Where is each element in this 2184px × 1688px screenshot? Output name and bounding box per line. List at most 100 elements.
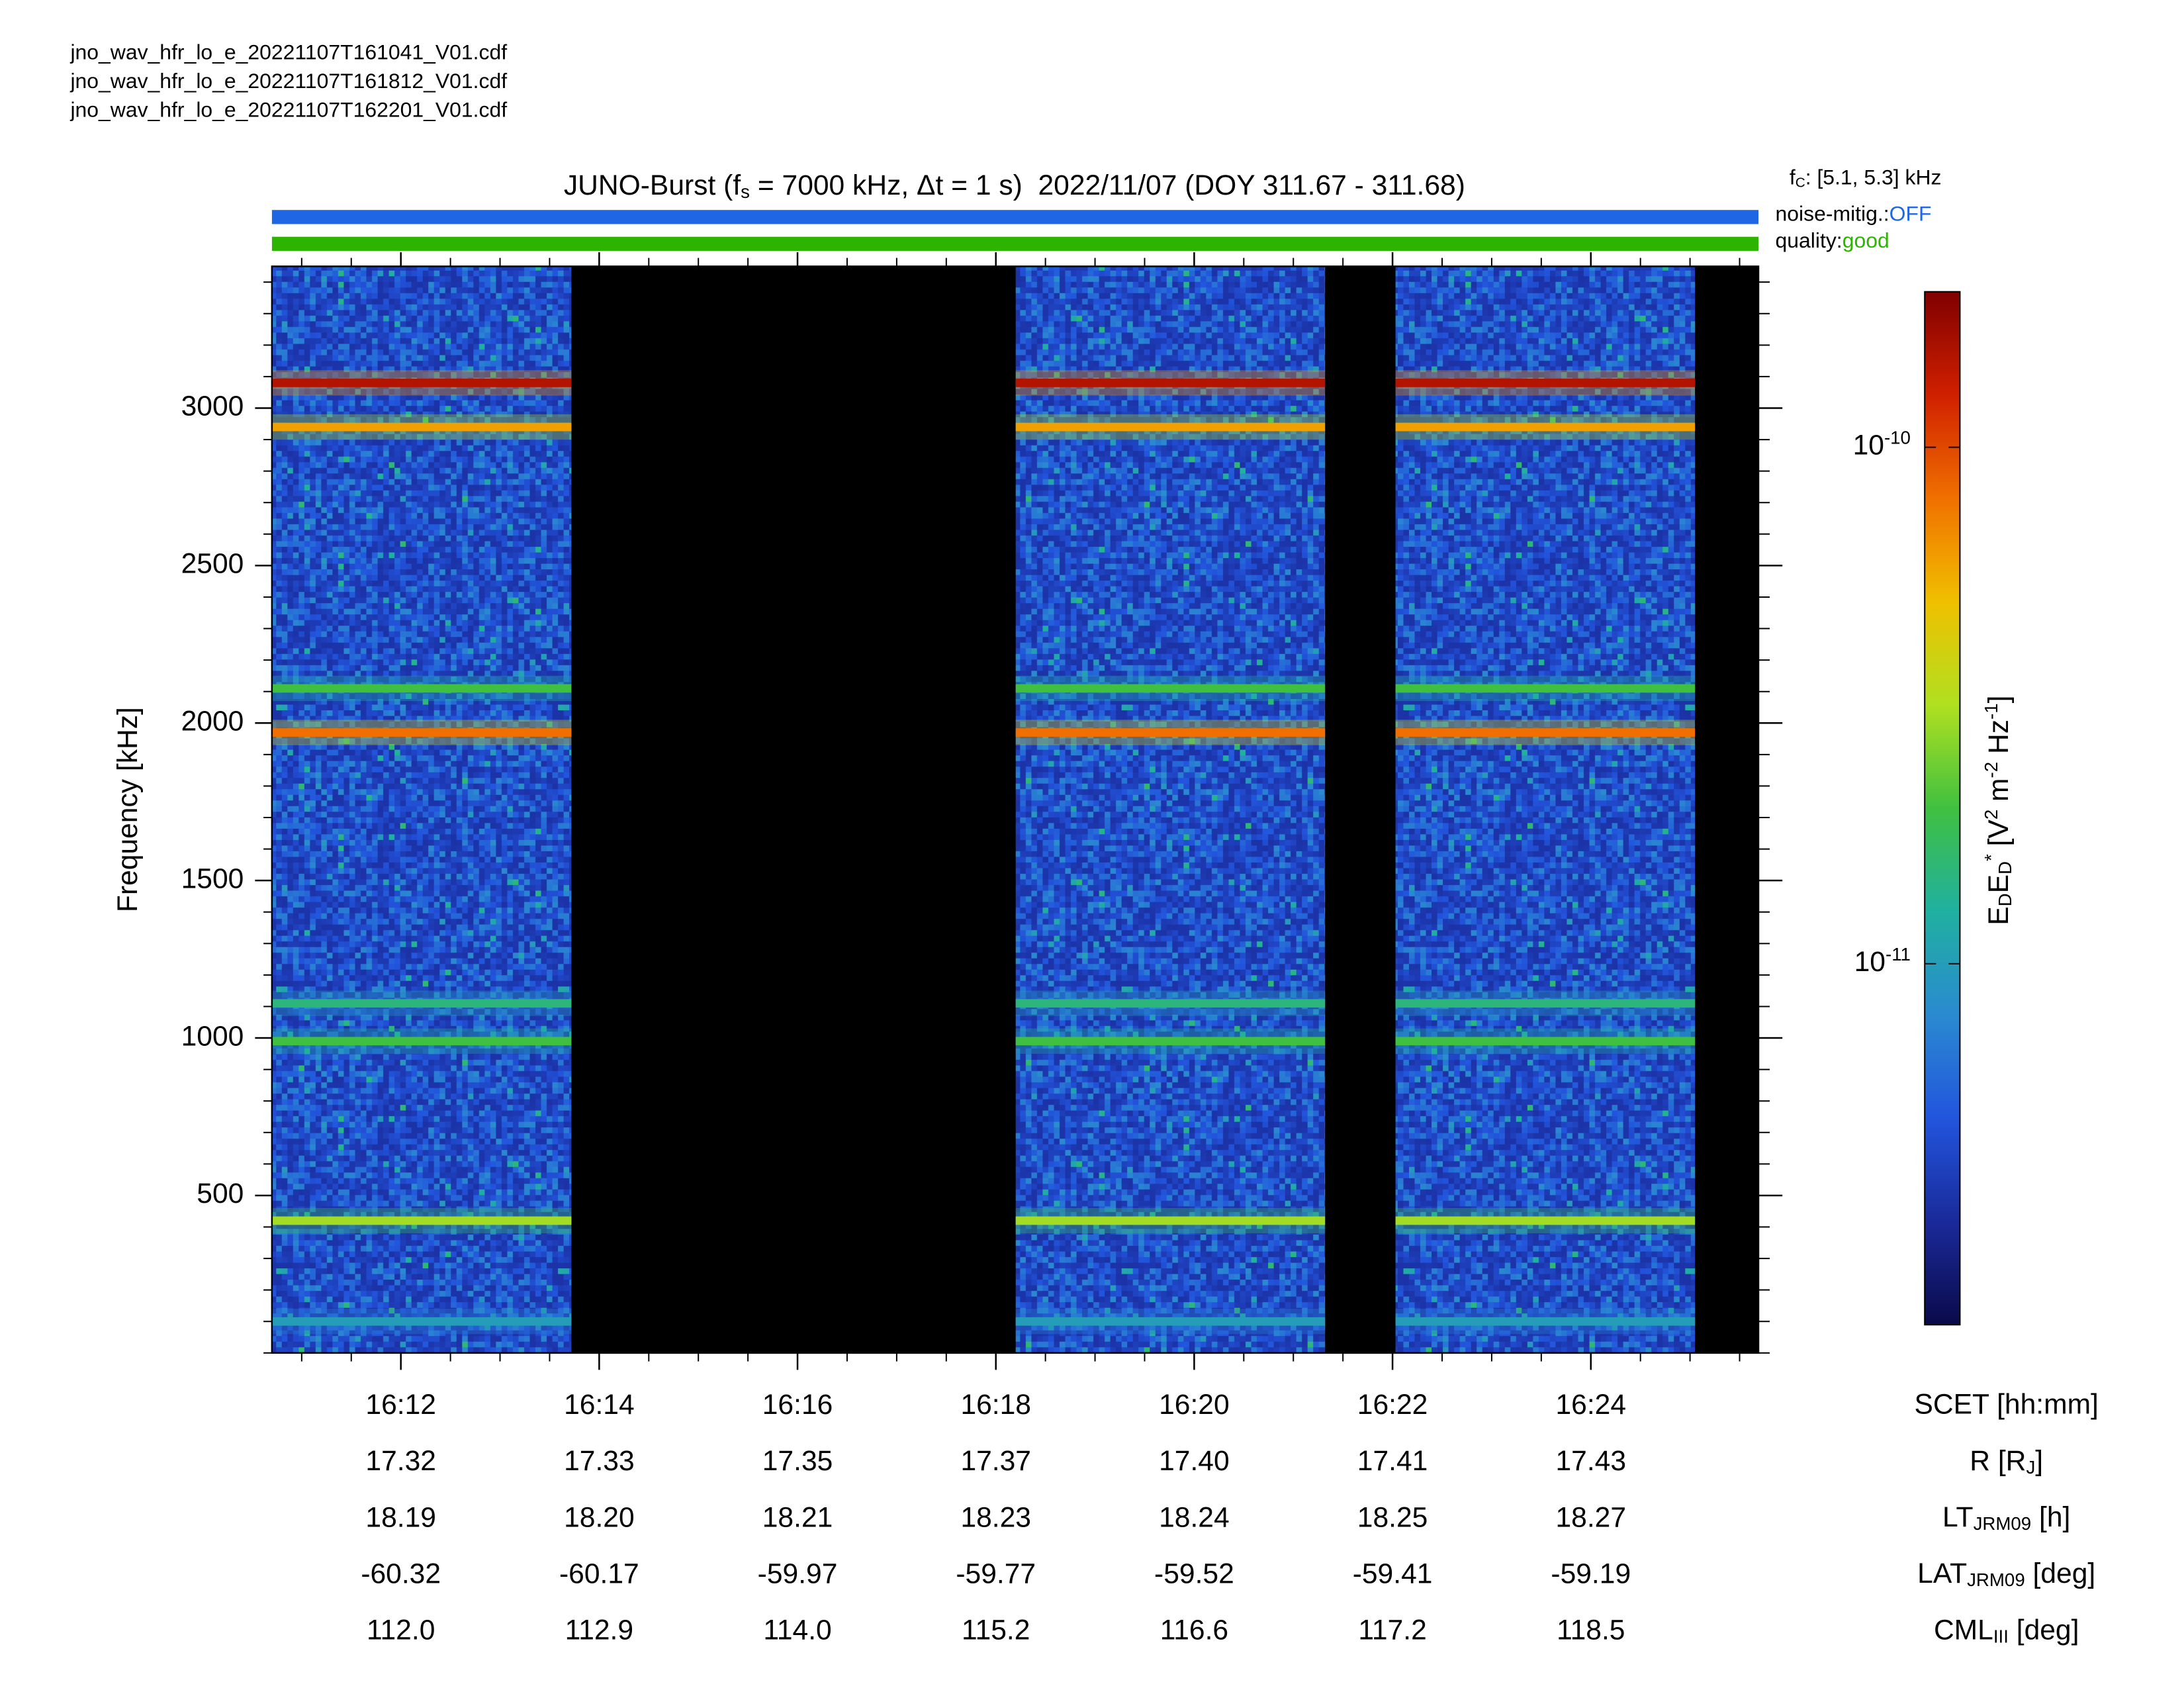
colorbar-tick-exponent: -11 bbox=[1886, 944, 1911, 964]
row-label: CMLIII [deg] bbox=[1934, 1615, 2079, 1646]
emission-band bbox=[272, 1217, 572, 1225]
noise-mitig: noise-mitig.:OFF bbox=[1776, 202, 1932, 226]
ephemeris-value: -59.97 bbox=[758, 1558, 838, 1589]
row-label: R [RJ] bbox=[1970, 1445, 2043, 1477]
colorbar-label-part: Hz bbox=[1983, 720, 2015, 762]
chart-title-part: JUNO-Burst (f bbox=[564, 169, 741, 201]
x-tick-label: 16:20 bbox=[1159, 1389, 1230, 1421]
ephemeris-value: 18.23 bbox=[960, 1501, 1031, 1533]
quality-part: good bbox=[1843, 229, 1889, 253]
ephemeris-value: 18.20 bbox=[564, 1501, 635, 1533]
emission-band bbox=[1016, 1037, 1325, 1045]
colorbar-tick-label: 10-11 bbox=[1854, 944, 1911, 978]
colorbar-tick-base: 10 bbox=[1853, 430, 1884, 461]
colorbar-label-part: -2 bbox=[1981, 762, 2001, 778]
emission-band bbox=[1396, 379, 1696, 387]
noise-mitig-bar bbox=[272, 210, 1758, 224]
colorbar-label-part: D bbox=[1995, 861, 2015, 874]
emission-band bbox=[1016, 1217, 1325, 1225]
emission-band bbox=[1016, 379, 1325, 387]
row-label: LATJRM09 [deg] bbox=[1917, 1558, 2095, 1589]
ephemeris-value: 17.43 bbox=[1555, 1445, 1626, 1477]
colorbar-label-part: -1 bbox=[1981, 703, 2001, 720]
emission-band bbox=[272, 728, 572, 737]
ephemeris-value: -59.19 bbox=[1551, 1558, 1631, 1589]
ephemeris-value: 112.9 bbox=[565, 1615, 633, 1646]
file-name: jno_wav_hfr_lo_e_20221107T162201_V01.cdf bbox=[69, 98, 507, 122]
ephemeris-value: 18.25 bbox=[1357, 1501, 1428, 1533]
y-tick-label: 500 bbox=[197, 1178, 244, 1209]
colorbar-label-part: ] bbox=[1983, 696, 2015, 704]
emission-band bbox=[1396, 999, 1696, 1008]
row-label-part: LAT bbox=[1917, 1558, 1967, 1589]
emission-band bbox=[272, 1037, 572, 1045]
emission-band bbox=[272, 379, 572, 387]
colorbar-label-part: m bbox=[1983, 778, 2015, 809]
row-label-part: [deg] bbox=[2009, 1615, 2079, 1646]
y-axis-label: Frequency [kHz] bbox=[112, 707, 144, 912]
ephemeris-value: 18.21 bbox=[762, 1501, 833, 1533]
colorbar-tick-exponent: -10 bbox=[1884, 427, 1911, 447]
row-label-part: JRM09 bbox=[1974, 1513, 2032, 1534]
file-name: jno_wav_hfr_lo_e_20221107T161812_V01.cdf bbox=[69, 69, 507, 93]
fc-label-part: C bbox=[1796, 175, 1805, 190]
emission-band bbox=[1396, 423, 1696, 432]
row-label-part: ] bbox=[2035, 1445, 2043, 1477]
file-name: jno_wav_hfr_lo_e_20221107T161041_V01.cdf bbox=[69, 40, 507, 64]
x-tick-label: 16:16 bbox=[762, 1389, 833, 1421]
ephemeris-value: -59.41 bbox=[1353, 1558, 1433, 1589]
emission-band bbox=[1016, 999, 1325, 1008]
emission-band bbox=[272, 999, 572, 1008]
emission-band bbox=[272, 1317, 572, 1326]
ephemeris-value: 114.0 bbox=[763, 1615, 831, 1646]
ephemeris-value: -59.52 bbox=[1154, 1558, 1234, 1589]
x-tick-label: 16:22 bbox=[1357, 1389, 1428, 1421]
ephemeris-value: 115.2 bbox=[962, 1615, 1030, 1646]
noise-mitig-part: OFF bbox=[1889, 202, 1932, 226]
colorbar-label-part: 2 bbox=[1981, 810, 2001, 820]
emission-band bbox=[1016, 423, 1325, 432]
fc-label: fC: [5.1, 5.3] kHz bbox=[1790, 165, 1942, 190]
row-label-part: III bbox=[1993, 1626, 2009, 1646]
row-label-part: LT bbox=[1942, 1501, 1974, 1533]
y-tick-label: 2000 bbox=[181, 706, 244, 737]
colorbar-label-part: [V bbox=[1983, 820, 2015, 855]
y-tick-label: 3000 bbox=[181, 391, 244, 422]
ephemeris-value: 18.27 bbox=[1555, 1501, 1626, 1533]
row-label-part: JRM09 bbox=[1967, 1570, 2025, 1590]
ephemeris-value: 18.19 bbox=[365, 1501, 436, 1533]
ephemeris-value: -59.77 bbox=[956, 1558, 1036, 1589]
emission-band bbox=[1016, 728, 1325, 737]
x-tick-label: 16:24 bbox=[1555, 1389, 1626, 1421]
fc-label-part: : [5.1, 5.3] kHz bbox=[1805, 165, 1942, 189]
quality-part: quality: bbox=[1776, 229, 1843, 253]
emission-band bbox=[1396, 728, 1696, 737]
colorbar-label: EDED* [V2 m-2 Hz-1] bbox=[1981, 696, 2015, 925]
noise-mitig-part: noise-mitig.: bbox=[1776, 202, 1889, 226]
row-label-part: J bbox=[2026, 1457, 2035, 1477]
emission-band bbox=[1016, 1317, 1325, 1326]
x-tick-label: 16:14 bbox=[564, 1389, 635, 1421]
emission-band bbox=[1396, 1317, 1696, 1326]
quality-bar bbox=[272, 237, 1758, 251]
row-label: LTJRM09 [h] bbox=[1942, 1501, 2070, 1533]
chart-title-part: s bbox=[741, 181, 750, 202]
emission-band bbox=[1396, 684, 1696, 693]
colorbar-tick-base: 10 bbox=[1854, 946, 1886, 978]
quality: quality:good bbox=[1776, 229, 1889, 253]
ephemeris-value: 17.37 bbox=[960, 1445, 1031, 1477]
row-label: SCET [hh:mm] bbox=[1914, 1389, 2098, 1421]
ephemeris-value: 116.6 bbox=[1160, 1615, 1228, 1646]
ephemeris-value: -60.17 bbox=[559, 1558, 639, 1589]
ephemeris-value: 17.35 bbox=[762, 1445, 833, 1477]
ephemeris-value: 17.40 bbox=[1159, 1445, 1230, 1477]
y-tick-label: 2500 bbox=[181, 548, 244, 580]
ephemeris-value: 17.41 bbox=[1357, 1445, 1428, 1477]
x-tick-label: 16:18 bbox=[960, 1389, 1031, 1421]
emission-band bbox=[272, 423, 572, 432]
ephemeris-value: 17.32 bbox=[365, 1445, 436, 1477]
emission-band bbox=[1396, 1037, 1696, 1045]
row-label-part: SCET [hh:mm] bbox=[1914, 1389, 2098, 1421]
chart: jno_wav_hfr_lo_e_20221107T161041_V01.cdf… bbox=[0, 0, 2184, 1688]
colorbar-label-part: D bbox=[1995, 893, 2015, 906]
